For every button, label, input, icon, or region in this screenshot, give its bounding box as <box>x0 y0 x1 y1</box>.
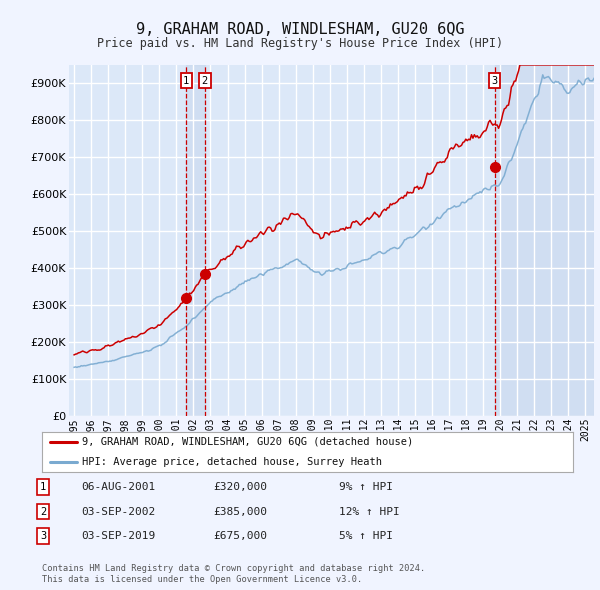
Text: 2: 2 <box>40 507 46 516</box>
Text: 3: 3 <box>40 532 46 541</box>
Text: 06-AUG-2001: 06-AUG-2001 <box>81 482 155 491</box>
Text: This data is licensed under the Open Government Licence v3.0.: This data is licensed under the Open Gov… <box>42 575 362 584</box>
Text: £320,000: £320,000 <box>213 482 267 491</box>
Text: 9, GRAHAM ROAD, WINDLESHAM, GU20 6QG (detached house): 9, GRAHAM ROAD, WINDLESHAM, GU20 6QG (de… <box>82 437 413 447</box>
Bar <box>186 65 205 416</box>
Text: 1: 1 <box>183 76 190 86</box>
Text: HPI: Average price, detached house, Surrey Heath: HPI: Average price, detached house, Surr… <box>82 457 382 467</box>
Text: 03-SEP-2002: 03-SEP-2002 <box>81 507 155 516</box>
Text: 9, GRAHAM ROAD, WINDLESHAM, GU20 6QG: 9, GRAHAM ROAD, WINDLESHAM, GU20 6QG <box>136 22 464 37</box>
Text: Price paid vs. HM Land Registry's House Price Index (HPI): Price paid vs. HM Land Registry's House … <box>97 37 503 50</box>
Text: 5% ↑ HPI: 5% ↑ HPI <box>339 532 393 541</box>
Text: £385,000: £385,000 <box>213 507 267 516</box>
Text: Contains HM Land Registry data © Crown copyright and database right 2024.: Contains HM Land Registry data © Crown c… <box>42 565 425 573</box>
Text: £675,000: £675,000 <box>213 532 267 541</box>
Text: 2: 2 <box>202 76 208 86</box>
Text: 12% ↑ HPI: 12% ↑ HPI <box>339 507 400 516</box>
Text: 1: 1 <box>40 482 46 491</box>
Bar <box>494 65 594 416</box>
Text: 03-SEP-2019: 03-SEP-2019 <box>81 532 155 541</box>
Text: 3: 3 <box>491 76 498 86</box>
Text: 9% ↑ HPI: 9% ↑ HPI <box>339 482 393 491</box>
